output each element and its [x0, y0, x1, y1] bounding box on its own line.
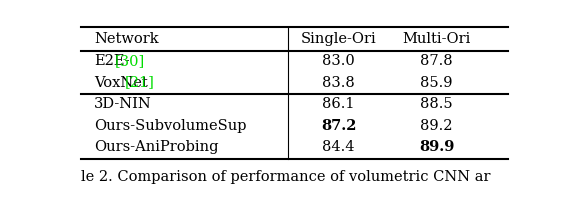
Text: Ours-SubvolumeSup: Ours-SubvolumeSup — [94, 119, 246, 133]
Text: [21]: [21] — [125, 76, 154, 90]
Text: E2E-: E2E- — [94, 54, 130, 68]
Text: le 2. Comparison of performance of volumetric CNN ar: le 2. Comparison of performance of volum… — [80, 170, 490, 184]
Text: Multi-Ori: Multi-Ori — [402, 32, 471, 46]
Text: VoxNet: VoxNet — [94, 76, 148, 90]
Text: 86.1: 86.1 — [323, 97, 355, 111]
Text: 89.2: 89.2 — [420, 119, 453, 133]
Text: Ours-AniProbing: Ours-AniProbing — [94, 140, 219, 155]
Text: 87.8: 87.8 — [420, 54, 453, 68]
Text: 3D-NIN: 3D-NIN — [94, 97, 152, 111]
Text: 85.9: 85.9 — [420, 76, 453, 90]
Text: 83.8: 83.8 — [322, 76, 355, 90]
Text: 84.4: 84.4 — [323, 140, 355, 155]
Text: Network: Network — [94, 32, 158, 46]
Text: 89.9: 89.9 — [419, 140, 454, 155]
Text: 87.2: 87.2 — [321, 119, 356, 133]
Text: [30]: [30] — [114, 54, 145, 68]
Text: Single-Ori: Single-Ori — [301, 32, 377, 46]
Text: 83.0: 83.0 — [322, 54, 355, 68]
Text: 88.5: 88.5 — [420, 97, 453, 111]
